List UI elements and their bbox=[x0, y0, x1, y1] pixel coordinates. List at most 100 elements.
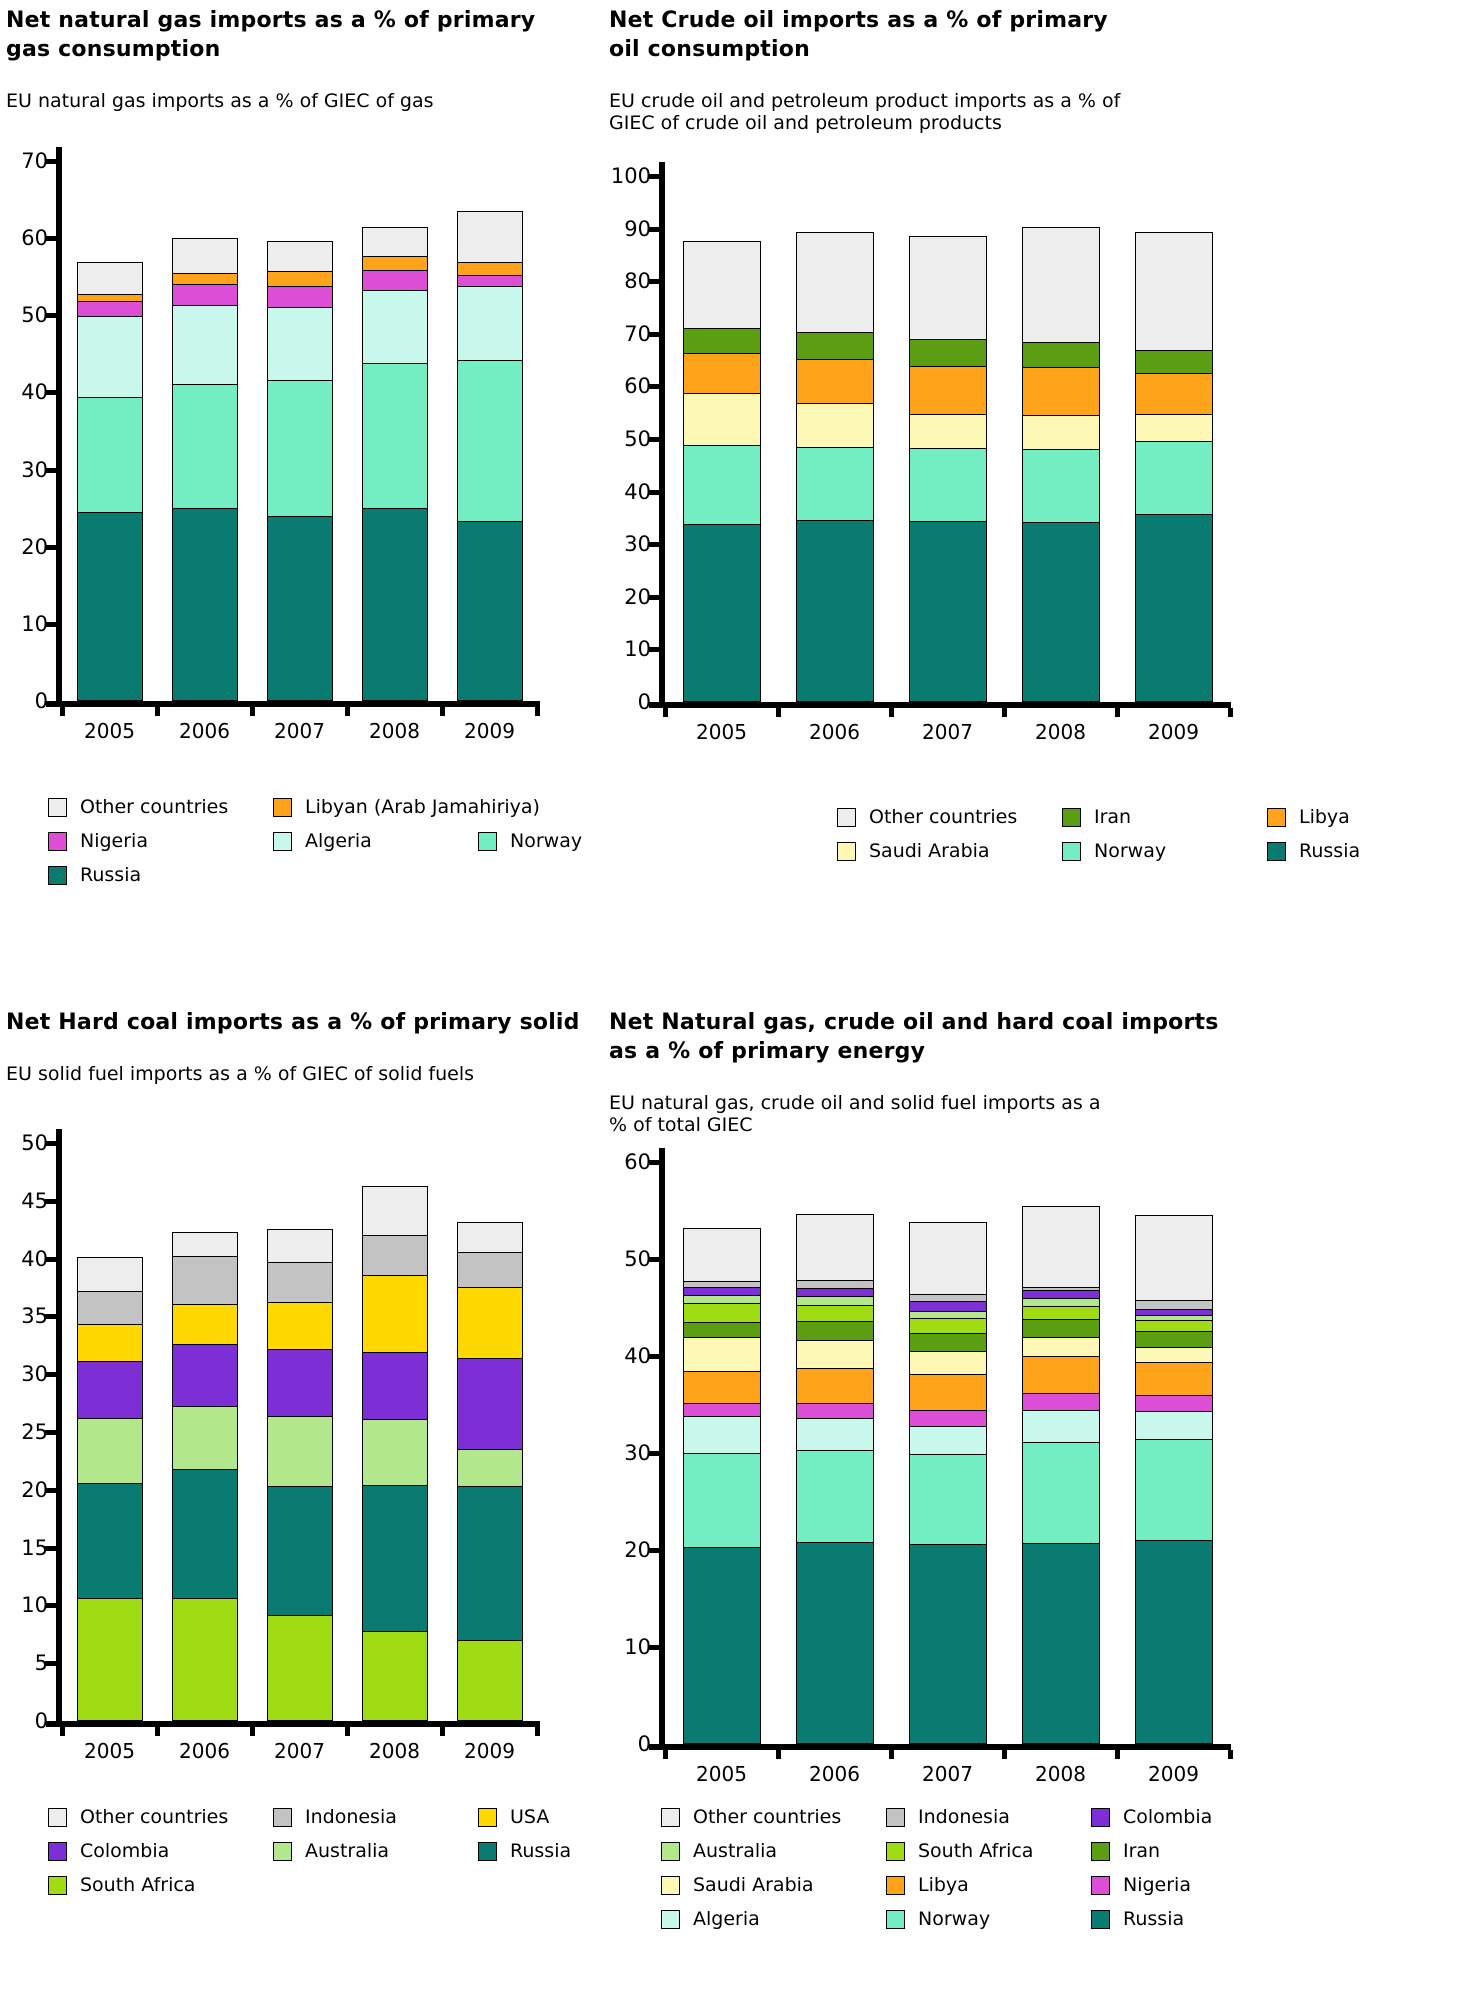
y-tick-label: 20 bbox=[624, 1538, 651, 1562]
legend-swatch bbox=[1267, 807, 1286, 827]
chart-title: Net Hard coal imports as a % of primary … bbox=[6, 1010, 580, 1035]
bar-segment-saudi-arabia bbox=[1021, 1336, 1100, 1358]
chart-subtitle: EU solid fuel imports as a % of GIEC of … bbox=[6, 1063, 475, 1085]
bar-segment-usa bbox=[171, 1304, 238, 1345]
legend-row: Colombia Australia Russia bbox=[48, 1834, 603, 1868]
bar-segment-iran bbox=[1021, 1319, 1100, 1338]
x-axis-line bbox=[649, 1744, 1231, 1750]
legend-item: Libya bbox=[1267, 806, 1471, 828]
x-tick-mark bbox=[1115, 1750, 1120, 1759]
legend-item: Algeria bbox=[273, 830, 478, 852]
x-tick-mark bbox=[663, 1750, 668, 1759]
x-tick-mark bbox=[155, 707, 160, 716]
bar-segment-other-countries bbox=[266, 240, 333, 273]
y-tick-label: 20 bbox=[624, 584, 651, 609]
x-category-label: 2006 bbox=[179, 719, 230, 743]
x-tick-mark bbox=[776, 1750, 781, 1759]
x-tick-mark bbox=[1002, 1750, 1007, 1759]
legend-label: Libya bbox=[1299, 806, 1350, 828]
bar-segment-algeria bbox=[266, 307, 333, 381]
x-tick-mark bbox=[535, 707, 540, 716]
y-tick-mark bbox=[648, 647, 659, 653]
bar-segment-south-africa bbox=[1021, 1305, 1100, 1321]
legend-swatch bbox=[837, 807, 856, 827]
bar-segment-libya bbox=[1134, 373, 1213, 415]
stacked-bar-2008 bbox=[1021, 226, 1100, 702]
bar-segment-colombia bbox=[456, 1357, 523, 1451]
bar-segment-other-countries bbox=[361, 226, 428, 258]
legend-swatch bbox=[273, 1807, 292, 1827]
bar-segment-colombia bbox=[76, 1361, 143, 1419]
legend-label: Australia bbox=[305, 1840, 390, 1862]
legend-item: Norway bbox=[886, 1908, 1091, 1930]
y-tick-label: 90 bbox=[624, 216, 651, 241]
stacked-bar-2006 bbox=[795, 1213, 874, 1744]
y-tick-mark bbox=[648, 384, 659, 390]
legend-label: Iran bbox=[1123, 1840, 1161, 1862]
x-category-label: 2008 bbox=[1035, 720, 1086, 744]
bar-segment-norway bbox=[1134, 1439, 1213, 1542]
y-tick-mark bbox=[45, 1256, 56, 1262]
x-category-label: 2007 bbox=[922, 1762, 973, 1786]
bar-segment-norway bbox=[361, 362, 428, 510]
legend-label: Iran bbox=[1094, 806, 1132, 828]
bar-segment-russia bbox=[171, 508, 238, 701]
legend-label: USA bbox=[510, 1806, 550, 1828]
bar-segment-other-countries bbox=[171, 1232, 238, 1257]
legend-item: Russia bbox=[1091, 1908, 1471, 1930]
legend-item: Saudi Arabia bbox=[661, 1874, 886, 1896]
bar-segment-nigeria bbox=[76, 300, 143, 317]
y-tick-label: 35 bbox=[21, 1304, 48, 1329]
bar-segment-other-countries bbox=[76, 261, 143, 295]
legend-label: South Africa bbox=[80, 1874, 196, 1896]
bar-segment-other-countries bbox=[795, 1213, 874, 1281]
legend-swatch bbox=[478, 831, 497, 851]
bar-segment-nigeria bbox=[795, 1402, 874, 1420]
bar-segment-other-countries bbox=[456, 210, 523, 264]
bar-segment-norway bbox=[456, 360, 523, 523]
x-tick-mark bbox=[60, 1727, 65, 1736]
y-tick-mark bbox=[45, 621, 56, 627]
legend-swatch bbox=[48, 797, 67, 817]
legend-item: Iran bbox=[1091, 1840, 1471, 1862]
legend-label: Russia bbox=[80, 864, 142, 886]
legend-item: Nigeria bbox=[1091, 1874, 1471, 1896]
bar-segment-algeria bbox=[1134, 1411, 1213, 1441]
y-tick-mark bbox=[45, 1603, 56, 1609]
bar-segment-south-africa bbox=[361, 1630, 428, 1721]
y-tick-label: 100 bbox=[610, 164, 651, 188]
chart-crude-oil: Net Crude oil imports as a % of primary … bbox=[603, 0, 1471, 1000]
stacked-bar-2009 bbox=[456, 210, 523, 701]
bar-segment-russia bbox=[76, 1482, 143, 1600]
stacked-bar-2006 bbox=[171, 1232, 238, 1721]
bar-segment-libya bbox=[1134, 1361, 1213, 1396]
legend-item: Colombia bbox=[48, 1840, 273, 1862]
legend-item: Colombia bbox=[1091, 1806, 1471, 1828]
y-tick-label: 5 bbox=[34, 1651, 48, 1676]
bar-segment-other-countries bbox=[908, 1221, 987, 1296]
x-tick-mark bbox=[1228, 708, 1233, 717]
legend: Other countries Libyan (Arab Jamahiriya) N… bbox=[48, 790, 603, 892]
bar-segment-norway bbox=[1134, 441, 1213, 516]
plot-area: 0 10 20 30 40 50 60 70 80 90 100 2005 2006 2007 2008 20… bbox=[609, 162, 1233, 744]
legend-item: Libyan (Arab Jamahiriya) bbox=[273, 796, 540, 818]
x-tick-mark bbox=[250, 707, 255, 716]
legend-row: Russia bbox=[48, 858, 603, 892]
stacked-bar-2005 bbox=[76, 261, 143, 701]
bar-segment-south-africa bbox=[76, 1598, 143, 1721]
y-tick-label: 60 bbox=[21, 226, 48, 251]
stacked-bar-2009 bbox=[456, 1221, 523, 1721]
bar-segment-australia bbox=[171, 1406, 238, 1470]
legend-row: Other countries Indonesia Colombia bbox=[661, 1800, 1471, 1834]
x-tick-mark bbox=[1002, 708, 1007, 717]
stacked-bar-2005 bbox=[682, 1228, 761, 1744]
y-tick-mark bbox=[45, 1372, 56, 1378]
x-category-label: 2005 bbox=[696, 1762, 747, 1786]
stacked-bar-2007 bbox=[266, 240, 333, 701]
bar-segment-saudi-arabia bbox=[795, 1339, 874, 1369]
bar-segment-algeria bbox=[171, 304, 238, 386]
bar-segment-russia bbox=[908, 1544, 987, 1744]
legend-item: Norway bbox=[478, 830, 603, 852]
bar-segment-nigeria bbox=[1134, 1394, 1213, 1413]
legend-swatch bbox=[273, 797, 292, 817]
